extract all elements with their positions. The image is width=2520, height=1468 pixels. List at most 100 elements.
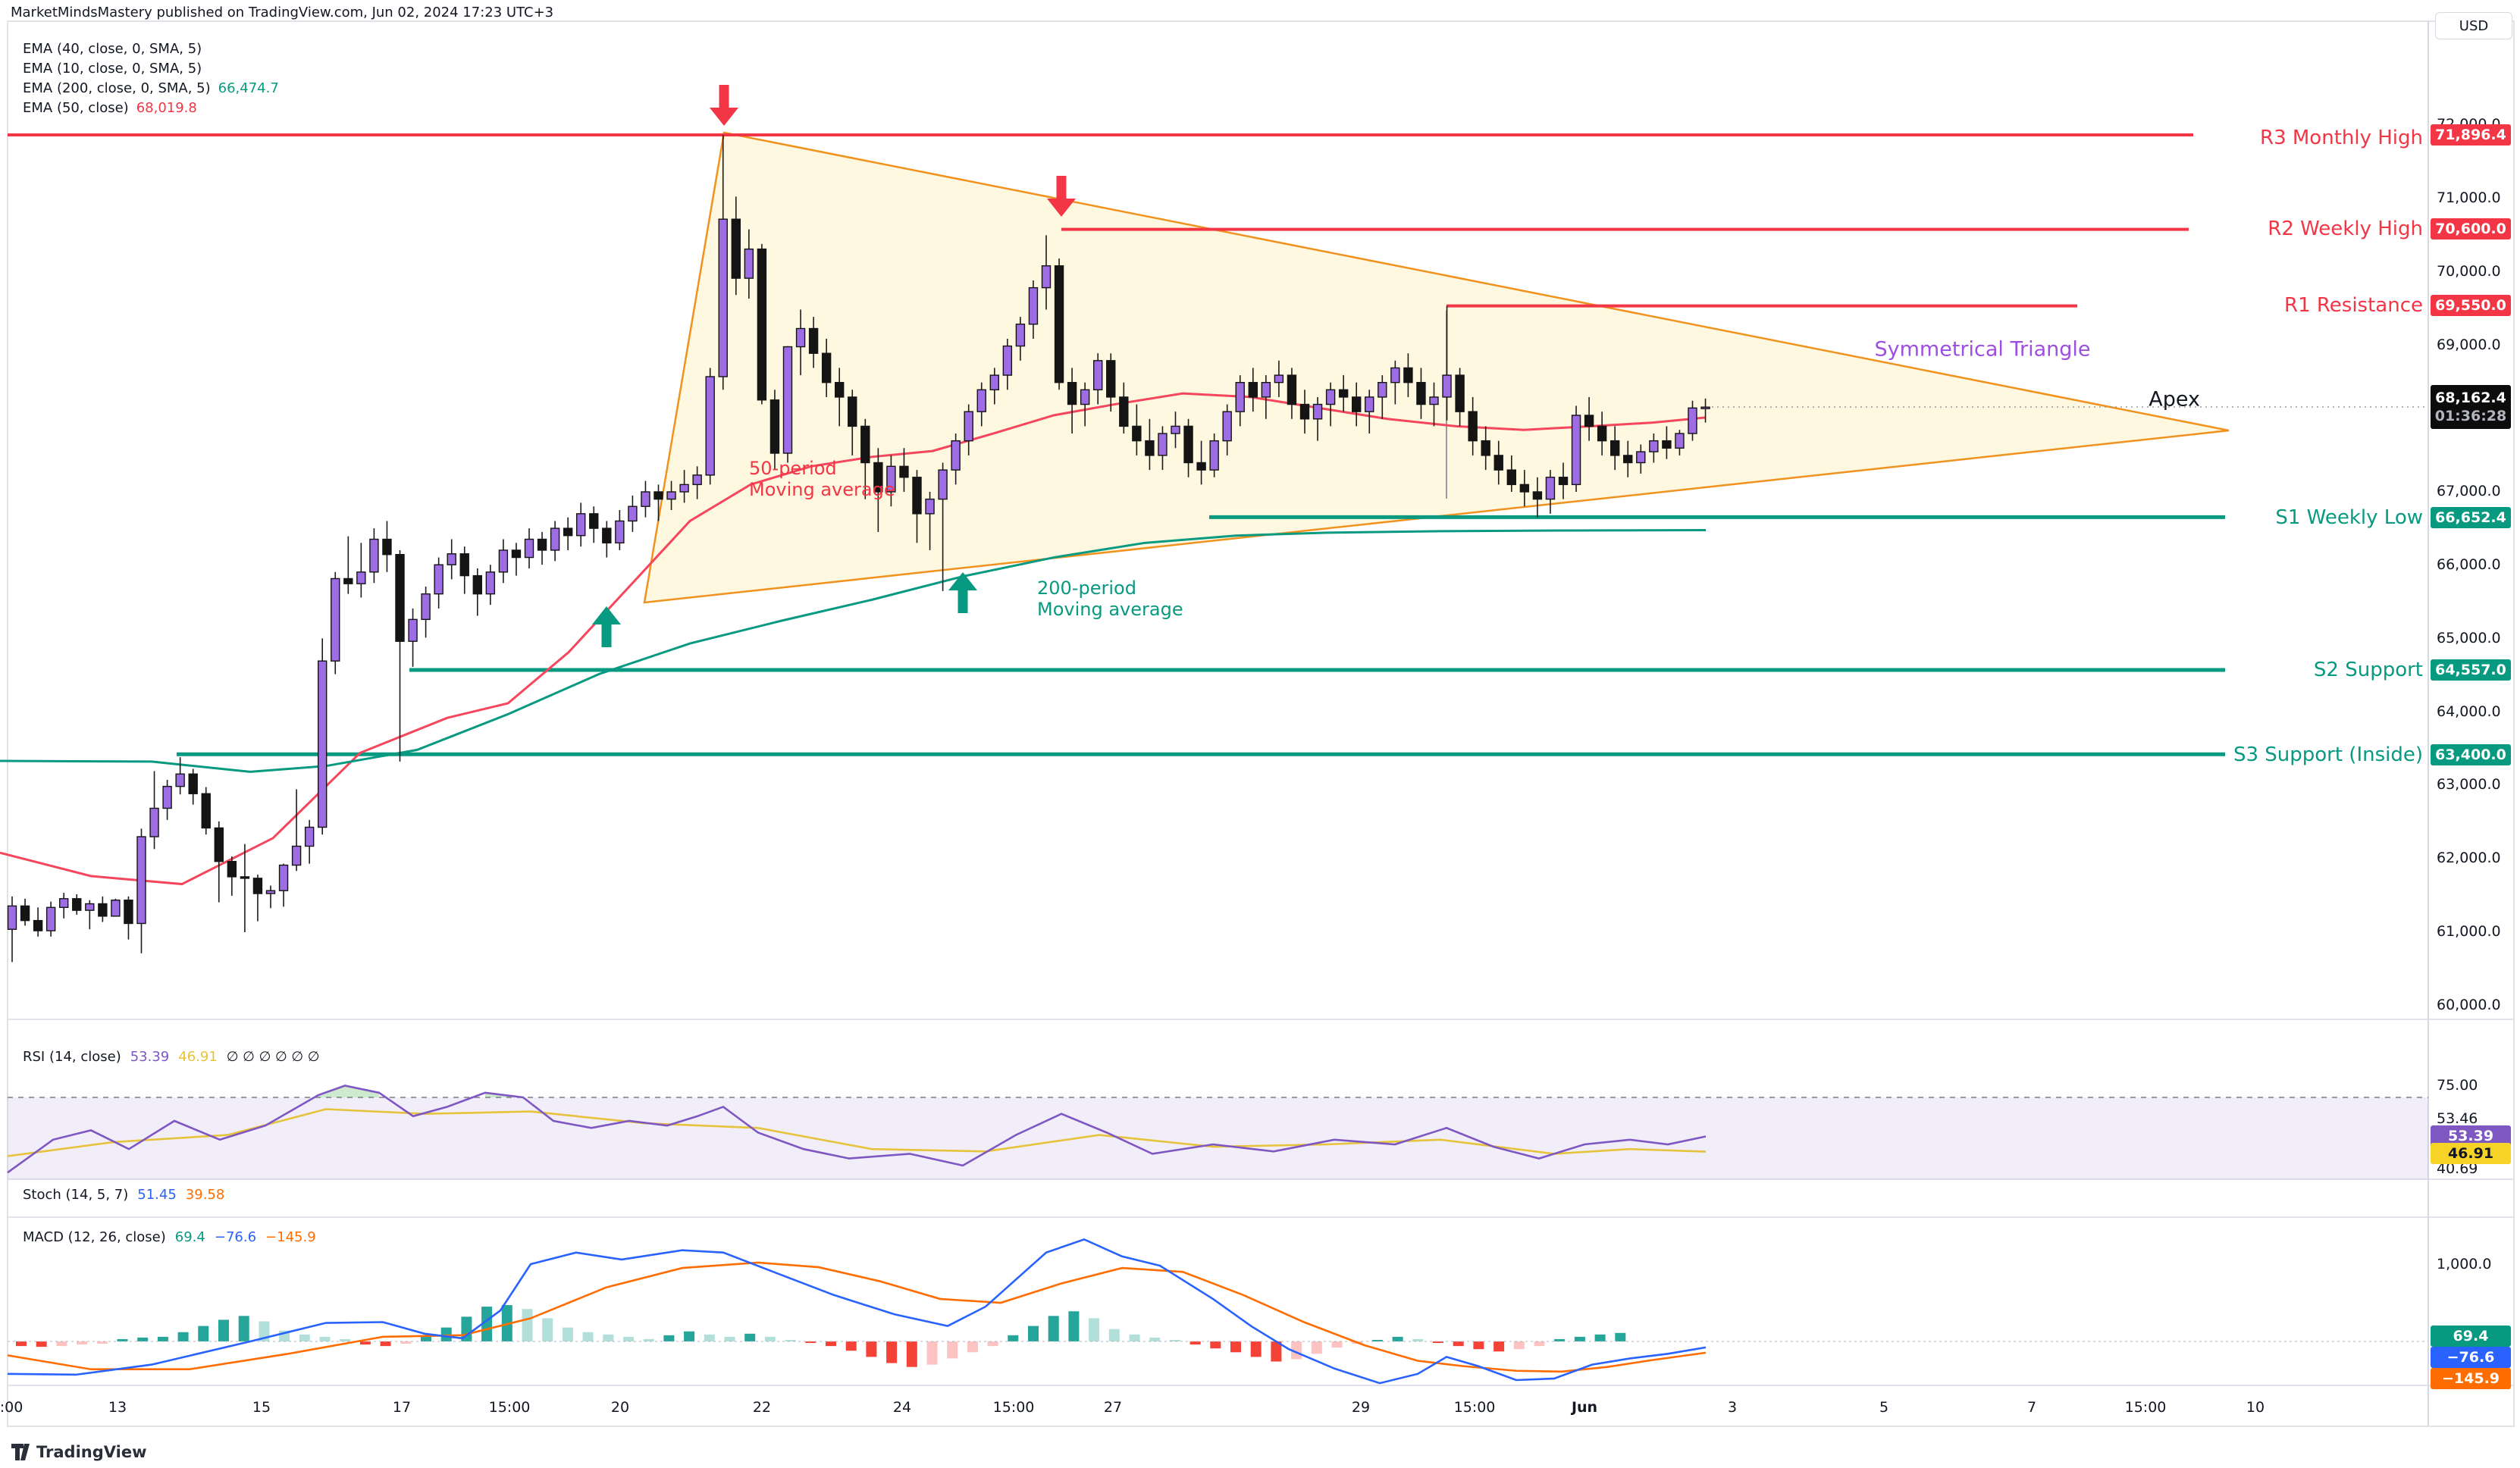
rsi-legend-empty-values: ∅ ∅ ∅ ∅ ∅ ∅ xyxy=(226,1049,320,1065)
price-axis-badge: 69,550.0 xyxy=(2431,295,2511,316)
macd-legend-title: MACD (12, 26, close) xyxy=(23,1229,166,1245)
candles-layer xyxy=(7,134,1710,962)
rsi-legend[interactable]: RSI (14, close) 53.39 46.91 ∅ ∅ ∅ ∅ ∅ ∅ xyxy=(23,1049,319,1065)
macd-histogram-bar xyxy=(1554,1338,1566,1341)
rsi-tick[interactable]: 53.46 xyxy=(2437,1110,2478,1127)
rsi-band xyxy=(8,1097,2428,1179)
price-tick[interactable]: 69,000.0 xyxy=(2437,336,2501,353)
time-tick[interactable]: 10 xyxy=(2246,1399,2265,1416)
tradingview-logo-icon xyxy=(11,1444,30,1460)
rsi-tick[interactable]: 75.00 xyxy=(2437,1077,2478,1094)
green-up-arrow xyxy=(592,606,621,647)
macd-histogram-bar xyxy=(704,1334,715,1341)
rsi-legend-value: 53.39 xyxy=(130,1049,170,1065)
tradingview-logo[interactable]: TradingView xyxy=(11,1443,146,1461)
macd-histogram-bar xyxy=(947,1341,958,1359)
macd-histogram-bar xyxy=(1574,1336,1585,1341)
time-tick[interactable]: 15:00 xyxy=(1453,1399,1496,1416)
ema-legend-row[interactable]: EMA (10, close, 0, SMA, 5) xyxy=(23,59,279,79)
macd-histogram-bar xyxy=(522,1309,533,1341)
price-tick[interactable]: 65,000.0 xyxy=(2437,630,2501,646)
ema-legend-row[interactable]: EMA (40, close, 0, SMA, 5) xyxy=(23,39,279,59)
s1-label: S1 Weekly Low xyxy=(2275,506,2423,529)
price-tick[interactable]: 64,000.0 xyxy=(2437,703,2501,720)
macd-histogram-bar xyxy=(1331,1341,1343,1348)
macd-histogram-bar xyxy=(340,1338,351,1341)
price-tick[interactable]: 70,000.0 xyxy=(2437,263,2501,280)
stoch-legend-title: Stoch (14, 5, 7) xyxy=(23,1187,129,1203)
price-axis-badge: 64,557.0 xyxy=(2431,659,2511,681)
macd-legend-value: 69.4 xyxy=(174,1229,205,1245)
macd-histogram-bar xyxy=(542,1318,553,1341)
stoch-legend[interactable]: Stoch (14, 5, 7) 51.45 39.58 xyxy=(23,1187,224,1203)
macd-histogram-bar xyxy=(1008,1335,1019,1341)
time-tick[interactable]: 24 xyxy=(892,1399,912,1416)
macd-histogram-bar xyxy=(1048,1316,1059,1341)
time-tick[interactable]: 15:00 xyxy=(992,1399,1035,1416)
macd-histogram-bar xyxy=(623,1336,634,1341)
time-tick[interactable]: 17 xyxy=(392,1399,412,1416)
time-tick[interactable]: 3 xyxy=(1727,1399,1738,1416)
macd-histogram-bar xyxy=(967,1341,978,1353)
stoch-legend-value: 51.45 xyxy=(137,1187,177,1203)
macd-histogram-bar xyxy=(603,1334,614,1341)
macd-histogram-bar xyxy=(1169,1339,1180,1341)
macd-histogram-bar xyxy=(319,1336,331,1341)
ema-legend[interactable]: EMA (40, close, 0, SMA, 5) EMA (10, close… xyxy=(23,39,279,118)
time-tick[interactable]: 7 xyxy=(2026,1399,2037,1416)
rsi-tick[interactable]: 40.69 xyxy=(2437,1160,2478,1177)
macd-histogram-bar xyxy=(684,1331,695,1341)
price-axis-badge: −76.6 xyxy=(2431,1347,2511,1368)
time-tick[interactable]: 27 xyxy=(1103,1399,1123,1416)
macd-histogram-bar xyxy=(1129,1334,1140,1341)
price-tick[interactable]: 71,000.0 xyxy=(2437,189,2501,206)
macd-histogram-bar xyxy=(157,1336,168,1341)
price-tick[interactable]: 67,000.0 xyxy=(2437,483,2501,499)
macd-histogram-bar xyxy=(299,1334,310,1341)
macd-histogram-bar xyxy=(1068,1311,1080,1341)
price-tick[interactable]: 60,000.0 xyxy=(2437,997,2501,1013)
time-tick[interactable]: Jun xyxy=(1571,1399,1598,1416)
chart-frame xyxy=(7,20,2515,1427)
time-tick[interactable]: 15 xyxy=(252,1399,271,1416)
macd-histogram-bar xyxy=(785,1339,796,1341)
time-tick[interactable]: :00 xyxy=(0,1399,24,1416)
macd-histogram-bar xyxy=(663,1335,675,1341)
ema-legend-row[interactable]: EMA (50, close) 68,019.8 xyxy=(23,99,279,118)
time-tick[interactable]: 22 xyxy=(752,1399,772,1416)
time-tick[interactable]: 5 xyxy=(1879,1399,1889,1416)
price-tick[interactable]: 63,000.0 xyxy=(2437,776,2501,793)
price-tick[interactable]: 61,000.0 xyxy=(2437,923,2501,940)
time-tick[interactable]: 13 xyxy=(108,1399,127,1416)
macd-histogram-bar xyxy=(886,1341,898,1363)
time-tick[interactable]: 15:00 xyxy=(488,1399,531,1416)
macd-histogram-bar xyxy=(1210,1341,1221,1349)
macd-histogram-bar xyxy=(1189,1341,1201,1345)
macd-histogram-bar xyxy=(198,1326,209,1341)
price-tick[interactable]: 66,000.0 xyxy=(2437,556,2501,573)
macd-line xyxy=(7,1238,1707,1385)
s2-label: S2 Support xyxy=(2313,659,2423,681)
macd-legend[interactable]: MACD (12, 26, close) 69.4 −76.6 −145.9 xyxy=(23,1229,316,1245)
time-tick[interactable]: 15:00 xyxy=(2124,1399,2167,1416)
apex-label: Apex xyxy=(2149,387,2200,412)
macd-histogram-bar xyxy=(1230,1341,1241,1353)
macd-histogram-bar xyxy=(1513,1341,1525,1350)
ema-legend-row[interactable]: EMA (200, close, 0, SMA, 5) 66,474.7 xyxy=(23,79,279,99)
time-tick[interactable]: 29 xyxy=(1351,1399,1371,1416)
time-tick[interactable]: 20 xyxy=(610,1399,630,1416)
macd-histogram-bar xyxy=(96,1341,108,1344)
macd-tick[interactable]: 1,000.0 xyxy=(2437,1256,2492,1272)
macd-histogram-bar xyxy=(987,1341,998,1347)
ema-legend-value: 68,019.8 xyxy=(136,100,197,116)
macd-histogram-bar xyxy=(805,1341,816,1344)
price-tick[interactable]: 62,000.0 xyxy=(2437,850,2501,866)
ma200-line xyxy=(0,528,1707,773)
currency-usd-button[interactable]: USD xyxy=(2435,12,2512,39)
rsi-overbought-fill xyxy=(318,1085,379,1097)
macd-histogram-bar xyxy=(1615,1332,1626,1341)
macd-histogram-bar xyxy=(1371,1339,1383,1341)
macd-histogram-bar xyxy=(1149,1337,1161,1341)
price-axis-badge: 46.91 xyxy=(2431,1143,2511,1164)
